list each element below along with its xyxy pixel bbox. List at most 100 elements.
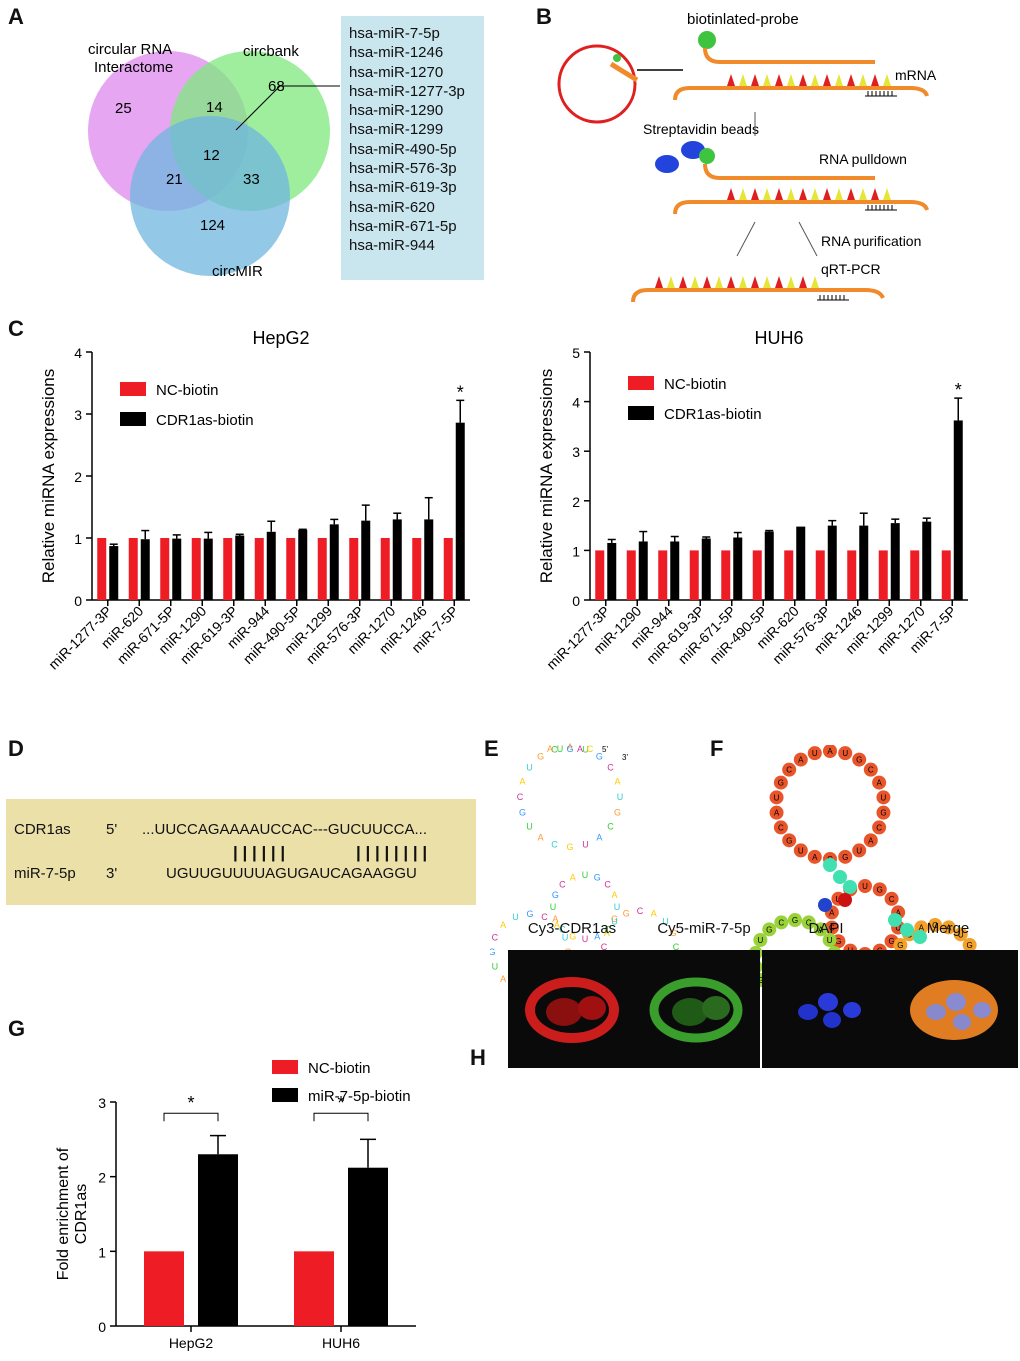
nucleotide: U	[862, 882, 868, 891]
bar-treat	[392, 519, 402, 600]
mrna-spike	[727, 188, 735, 200]
bar-nc	[254, 538, 264, 600]
nucleotide-disc	[876, 805, 891, 820]
fish-image-merge	[890, 950, 1018, 1068]
nucleotide: G	[552, 890, 559, 900]
mrna-spike	[787, 188, 795, 200]
mrna-spike	[763, 188, 771, 200]
nucleotide: C	[551, 744, 558, 754]
biotin-bead-1	[698, 31, 716, 49]
nucleotide: A	[567, 742, 573, 752]
biotin-small	[613, 54, 621, 62]
legend-label: NC-biotin	[308, 1060, 371, 1077]
bar-treat	[109, 546, 119, 600]
mrna-spike	[811, 276, 819, 288]
bar-nc	[286, 538, 296, 600]
nucleotide: C	[868, 766, 874, 775]
nucleotide: U	[895, 924, 901, 933]
stem-disc	[888, 913, 902, 927]
nucleotide: A	[812, 853, 818, 862]
nucleotide: G	[537, 752, 544, 762]
bar-treat	[455, 422, 465, 600]
mrna-spike	[871, 74, 879, 86]
nucleotide: U	[526, 763, 533, 773]
y-tick-label: 3	[74, 407, 82, 423]
nucleotide-disc	[773, 775, 788, 790]
strep-bead-2	[681, 141, 705, 159]
nucleotide: G	[519, 807, 526, 817]
bar-nc	[910, 550, 920, 600]
probe-label: biotinlated-probe	[687, 11, 799, 28]
align-row1-name: CDR1as	[14, 821, 71, 838]
nucleotide: A	[774, 809, 780, 818]
venn-label-interactome-1: circular RNA	[88, 41, 172, 58]
panel-label-c: C	[8, 316, 24, 341]
mrna-spike	[799, 188, 807, 200]
y-axis-label: Relative miRNA expressions	[537, 369, 556, 583]
y-axis-label-line: Fold enrichment of	[55, 1147, 72, 1280]
fish-title-cy3: Cy3-CDR1as	[527, 920, 617, 937]
legend-label: CDR1as-biotin	[664, 406, 762, 423]
nucleotide: A	[552, 914, 558, 924]
bar-nc	[294, 1251, 334, 1326]
nucleotide-disc	[962, 938, 977, 952]
bar-treat	[424, 519, 434, 600]
nucleotide-disc	[769, 790, 784, 805]
nucleotide: U	[582, 934, 589, 944]
mirna-list-item: hsa-miR-619-3p	[349, 179, 457, 197]
bar-treat	[796, 526, 806, 600]
mrna-spike	[751, 276, 759, 288]
y-tick-label: 0	[74, 593, 82, 609]
nucleotide: G	[856, 756, 862, 765]
nucleotide: C	[778, 823, 784, 832]
nucleotide: U	[757, 936, 763, 945]
y-tick-label: 1	[572, 543, 580, 559]
venn-count-only-interactome: 25	[115, 100, 132, 117]
nucleotide: G	[670, 928, 677, 938]
nucleotide-disc	[863, 762, 878, 777]
mrna-spike	[739, 276, 747, 288]
nucleotide-disc	[774, 915, 789, 930]
mrna-spike	[751, 188, 759, 200]
nucleotide-disc	[824, 920, 839, 935]
nucleotide-disc	[852, 752, 867, 767]
mrna-spike	[871, 188, 879, 200]
nucleotide: U	[827, 936, 833, 945]
mrna-label: mRNA	[895, 67, 937, 83]
mirna-list-item: hsa-miR-944	[349, 237, 435, 255]
nucleotide-disc	[801, 915, 816, 930]
legend-swatch	[272, 1060, 298, 1074]
bar-nc	[128, 538, 138, 600]
probe-strand-2	[703, 163, 875, 180]
align-row1-seq: ...UUCCAGAAAAUCCAC---GUCUUCCA...	[142, 821, 428, 838]
nucleotide: A	[570, 872, 576, 882]
mirna-list-item: hsa-miR-1299	[349, 121, 444, 139]
bar-nc	[443, 538, 453, 600]
nucleotide-disc	[838, 746, 853, 761]
nucleotide-disc	[838, 849, 853, 864]
mrna-spike	[655, 276, 663, 288]
bar-treat	[859, 525, 869, 600]
mrna-spike	[787, 74, 795, 86]
y-tick-label: 2	[74, 469, 82, 485]
mrna-spike	[811, 74, 819, 86]
legend-label: NC-biotin	[156, 382, 219, 399]
nucleotide-disc	[782, 762, 797, 777]
nucleotide-disc	[782, 833, 797, 848]
panel-label-d: D	[8, 736, 24, 761]
bar-treat	[764, 531, 774, 600]
nucleotide: G	[611, 914, 618, 924]
y-tick-label: 3	[572, 444, 580, 460]
nucleotide: A	[500, 974, 506, 984]
align-bonds-left: | | | | | |	[233, 843, 286, 862]
strep-bead-1	[655, 155, 679, 173]
structure-e-three: 3'	[622, 753, 628, 762]
mrna-spike	[847, 74, 855, 86]
mirna-list-item: hsa-miR-1277-3p	[349, 82, 465, 100]
nucleotide-disc	[807, 746, 822, 761]
purification-label: RNA purification	[821, 233, 921, 249]
mrna-spike	[835, 188, 843, 200]
mrna-spike	[799, 276, 807, 288]
nucleotide: A	[615, 777, 621, 787]
